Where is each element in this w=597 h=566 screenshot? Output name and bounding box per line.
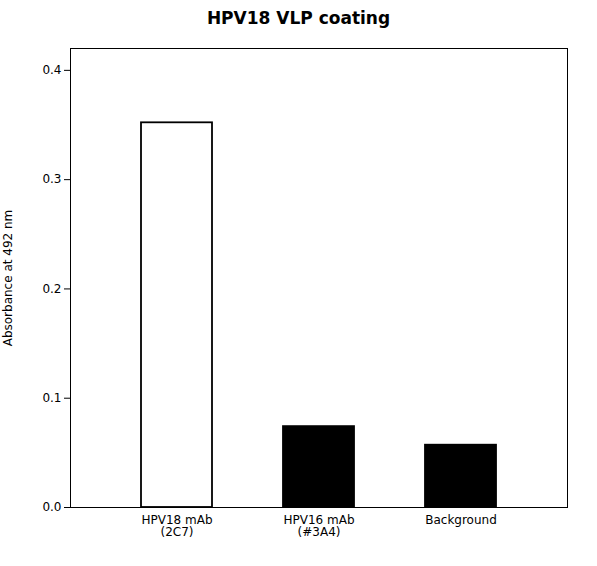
svg-text:HPV18 mAb(2C7): HPV18 mAb(2C7) [141, 513, 212, 539]
svg-text:0.4: 0.4 [42, 63, 61, 77]
svg-text:0.0: 0.0 [42, 500, 61, 514]
svg-text:Absorbance at 492 nm: Absorbance at 492 nm [1, 210, 15, 347]
html-text:HPV18 VLP coating: HPV18 VLP coating [206, 8, 391, 28]
svg-text:0.2: 0.2 [42, 282, 61, 296]
svg-text:HPV16 mAb(#3A4): HPV16 mAb(#3A4) [283, 513, 354, 539]
svg-text:0.1: 0.1 [42, 391, 61, 405]
svg-text:0.3: 0.3 [42, 172, 61, 186]
svg-text:Background: Background [425, 513, 497, 527]
